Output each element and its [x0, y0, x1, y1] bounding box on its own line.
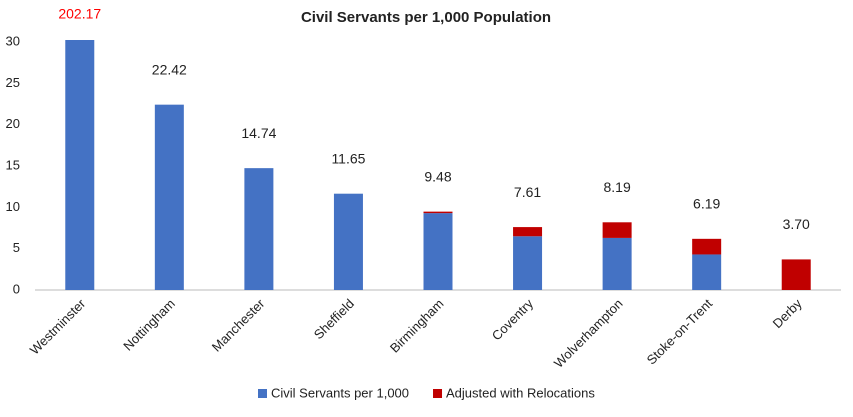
x-tick-label: Sheffield — [311, 296, 357, 342]
x-tick-label: Derby — [770, 296, 805, 331]
y-tick-label: 10 — [6, 199, 20, 214]
y-tick-label: 20 — [6, 116, 20, 131]
y-tick-label: 25 — [6, 75, 20, 90]
bar-segment — [602, 237, 632, 290]
bar-segment — [602, 222, 632, 238]
y-tick-label: 5 — [13, 240, 20, 255]
plot-area — [65, 40, 811, 290]
x-tick-label: Westminster — [27, 295, 89, 357]
total-label: 8.19 — [603, 179, 630, 195]
bar-segment — [244, 168, 274, 290]
x-tick-label: Wolverhampton — [551, 296, 626, 371]
bar-segment — [692, 254, 722, 290]
bar-segment — [423, 213, 453, 290]
bar-segment — [692, 238, 722, 255]
total-label: 14.74 — [241, 125, 276, 141]
total-label: 3.70 — [783, 216, 810, 232]
bar-segment — [65, 40, 95, 290]
legend-label: Civil Servants per 1,000 — [271, 385, 409, 400]
bar-segment — [154, 104, 184, 290]
bar-segment — [513, 236, 543, 290]
legend-swatch — [433, 389, 443, 398]
y-tick-label: 30 — [6, 33, 20, 48]
chart-title: Civil Servants per 1,000 Population — [301, 9, 551, 26]
x-tick-label: Manchester — [209, 295, 268, 354]
bar-segment — [781, 259, 811, 290]
legend-label: Adjusted with Relocations — [446, 385, 595, 400]
bar-segment — [333, 193, 363, 290]
total-label: 6.19 — [693, 196, 720, 212]
total-label: 11.65 — [331, 150, 365, 166]
bar-segment — [423, 211, 453, 214]
x-tick-label: Nottingham — [120, 296, 178, 354]
total-label: 7.61 — [514, 184, 541, 200]
x-tick-label: Birmingham — [387, 296, 447, 356]
x-tick-label: Coventry — [489, 296, 537, 344]
y-tick-label: 0 — [13, 281, 20, 296]
legend-swatch — [258, 389, 267, 398]
total-label: 202.17 — [58, 6, 101, 22]
y-tick-label: 15 — [6, 157, 20, 172]
bar-segment — [513, 227, 543, 237]
total-label: 9.48 — [424, 168, 451, 184]
x-tick-label: Stoke-on-Trent — [644, 296, 716, 368]
total-label: 22.42 — [152, 61, 187, 77]
